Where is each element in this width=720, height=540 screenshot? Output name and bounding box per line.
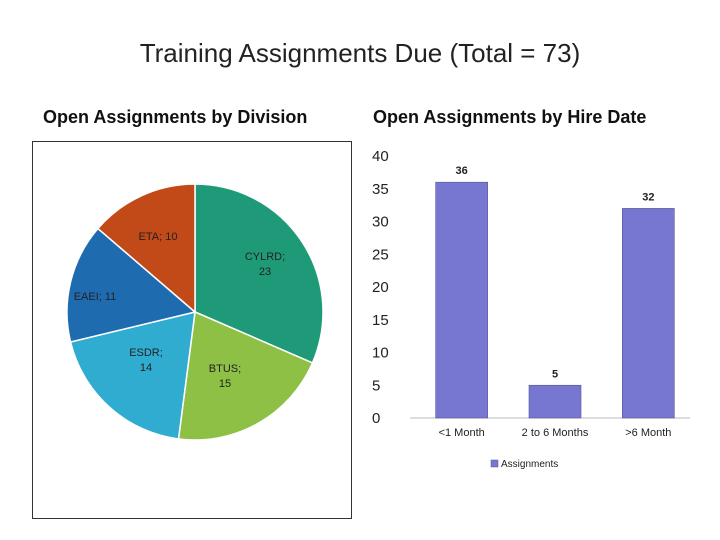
y-tick-label: 5 xyxy=(372,377,380,394)
pie-slice-label: EAEI; 11 xyxy=(74,291,117,303)
pie-slice-label: BTUS; 15 xyxy=(209,363,241,390)
pie-chart-frame xyxy=(32,141,352,519)
pie-slice-label: ESDR; 14 xyxy=(129,347,163,374)
y-tick-label: 35 xyxy=(372,181,389,198)
pie-slice xyxy=(177,310,314,441)
bar xyxy=(528,384,582,419)
y-tick-label: 30 xyxy=(372,214,389,231)
pie-chart-title: Open Assignments by Division xyxy=(43,107,308,127)
bar xyxy=(622,208,675,419)
y-tick-label: 25 xyxy=(372,246,389,263)
y-tick-label: 40 xyxy=(372,148,389,165)
y-tick-label: 10 xyxy=(372,345,389,362)
x-category-label: 2 to 6 Months xyxy=(522,427,589,439)
bar xyxy=(435,181,488,419)
y-tick-label: 20 xyxy=(372,279,389,296)
legend-swatch xyxy=(490,459,499,468)
y-tick-label: 0 xyxy=(372,410,380,427)
pie-slice xyxy=(96,183,196,314)
legend-label: Assignments xyxy=(501,459,558,470)
pie-slice-label: ETA; 10 xyxy=(139,231,178,243)
bar-data-label: 5 xyxy=(552,368,558,380)
pie-slice xyxy=(69,311,196,440)
bar-data-label: 36 xyxy=(456,165,468,177)
pie-slice xyxy=(66,227,197,343)
pie-slice xyxy=(194,183,324,364)
x-category-label: <1 Month xyxy=(439,427,485,439)
pie-slice-label: CYLRD; 23 xyxy=(245,251,285,278)
y-tick-label: 15 xyxy=(372,312,389,329)
slide-title: Training Assignments Due (Total = 73) xyxy=(139,38,581,68)
x-category-label: >6 Month xyxy=(625,427,671,439)
bar-chart-title: Open Assignments by Hire Date xyxy=(373,107,647,127)
bar-data-label: 32 xyxy=(642,191,654,203)
